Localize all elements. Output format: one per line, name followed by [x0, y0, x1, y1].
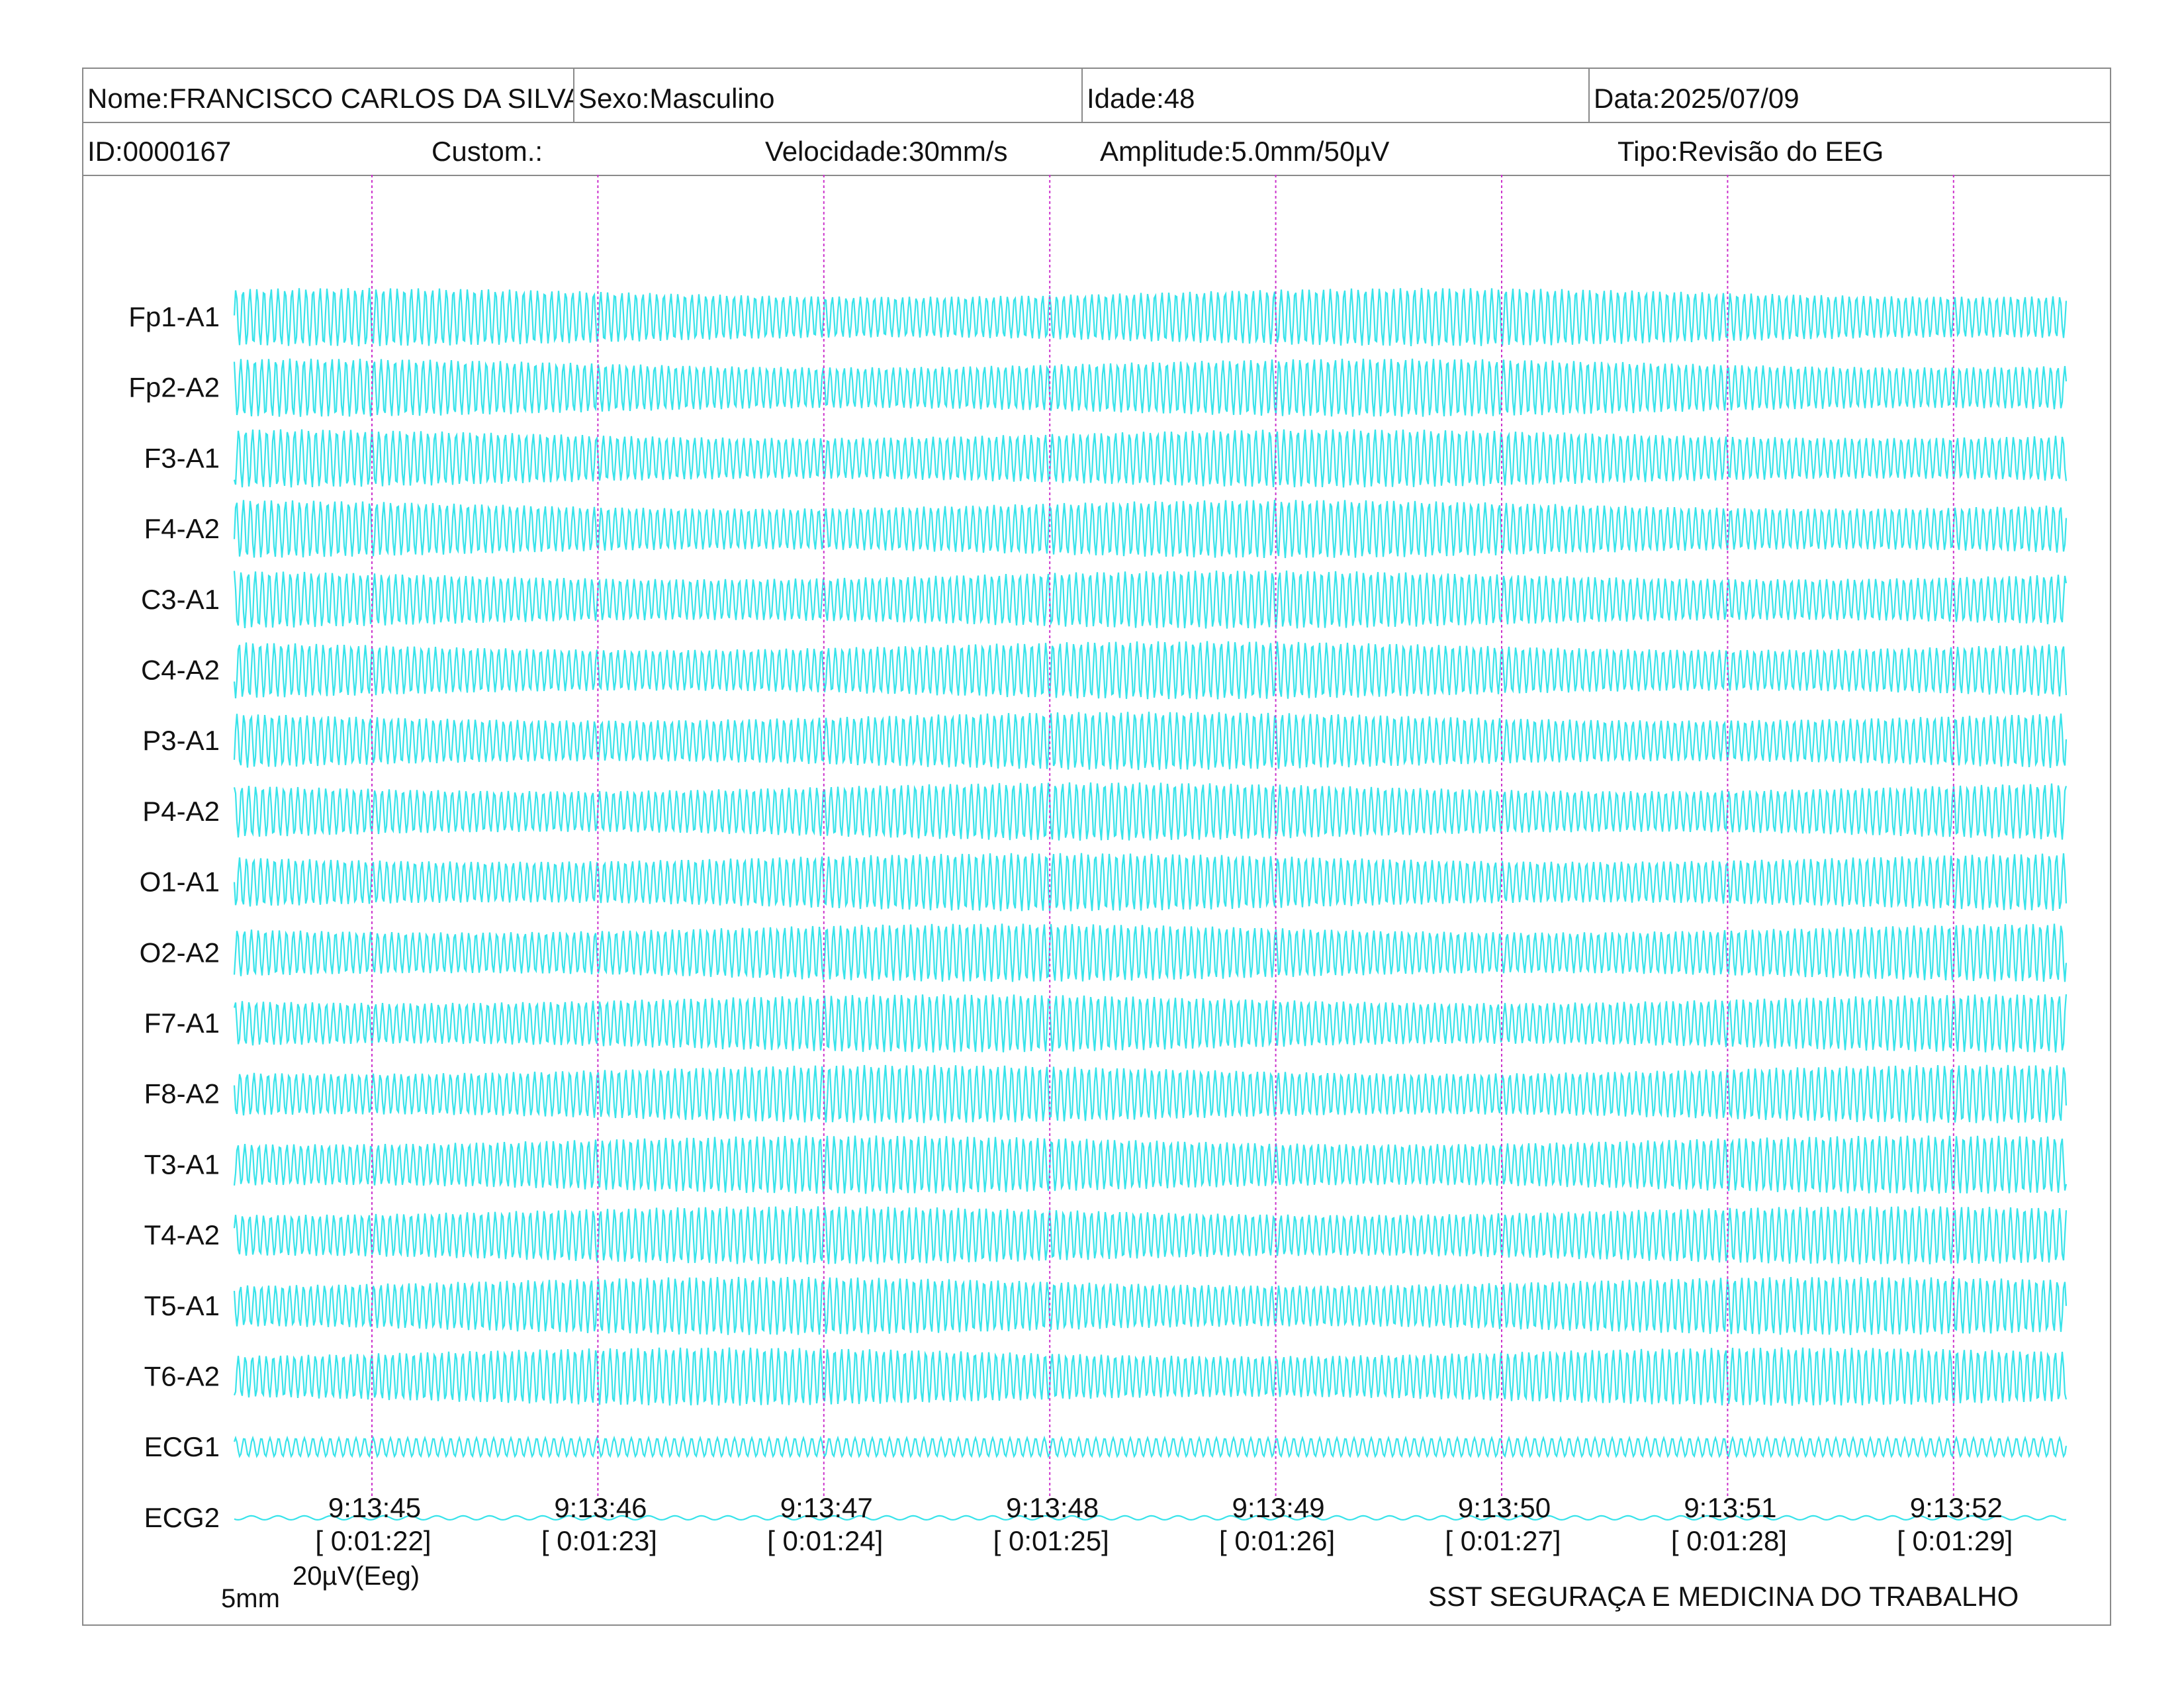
channel-label: C4-A2	[141, 655, 220, 686]
eeg-trace-area: Fp1-A1 Fp2-A2 F3-A1 F4-A2 C3-A1 C4-A2 P3-A1 P4-…	[128, 175, 2068, 1556]
time-mark-clock: 9:13:49	[1232, 1492, 1325, 1523]
time-mark-elapsed: [ 0:01:25]	[993, 1525, 1109, 1556]
channel-label: T5-A1	[144, 1290, 220, 1321]
trace-c3-a1	[233, 570, 2068, 629]
header-row-recording: ID:0000167 Custom.: Velocidade:30mm/s Am…	[83, 122, 2110, 176]
channel-label: ECG2	[144, 1502, 220, 1533]
trace-ecg2	[234, 1515, 2067, 1521]
channel-label: F3-A1	[144, 442, 220, 473]
header-row-patient: Nome:FRANCISCO CARLOS DA SILVA Sexo:Masc…	[83, 69, 2110, 123]
trace-ecg1	[233, 1435, 2068, 1458]
time-mark-elapsed: [ 0:01:27]	[1445, 1525, 1561, 1556]
channel-label: O1-A1	[140, 867, 220, 898]
amplitude-setting: Amplitude:5.0mm/50µV	[1100, 136, 1390, 167]
channel-label: Fp1-A1	[128, 301, 220, 332]
exam-date: Data:2025/07/09	[1588, 69, 2111, 122]
time-mark-elapsed: [ 0:01:23]	[541, 1525, 657, 1556]
channel-label: T3-A1	[144, 1149, 220, 1180]
trace-fp1-a1	[233, 287, 2068, 347]
channel-label: O2-A2	[140, 937, 220, 968]
channel-label: T4-A2	[144, 1219, 220, 1250]
amplitude-scale-label: 20µV(Eeg)	[293, 1562, 420, 1591]
trace-fp2-a2	[233, 358, 2068, 417]
patient-id: ID:0000167	[87, 136, 232, 167]
channel-label: T6-A2	[144, 1361, 220, 1392]
trace-o2-a2	[233, 923, 2068, 982]
exam-type: Tipo:Revisão do EEG	[1617, 136, 1884, 167]
patient-name: Nome:FRANCISCO CARLOS DA SILVA	[87, 83, 573, 114]
time-mark-clock: 9:13:51	[1684, 1492, 1776, 1523]
trace-c4-a2	[233, 641, 2068, 700]
time-mark-elapsed: [ 0:01:29]	[1897, 1525, 2013, 1556]
channel-label: F8-A2	[144, 1078, 220, 1109]
channel-label: F7-A1	[144, 1008, 220, 1039]
time-mark-elapsed: [ 0:01:24]	[767, 1525, 883, 1556]
channel-label: C3-A1	[141, 584, 220, 615]
trace-p4-a2	[233, 782, 2068, 841]
eeg-report-frame: Nome:FRANCISCO CARLOS DA SILVA Sexo:Masc…	[82, 68, 2111, 1626]
time-mark-clock: 9:13:45	[328, 1492, 421, 1523]
time-mark-elapsed: [ 0:01:28]	[1671, 1525, 1787, 1556]
time-scale-label: 5mm	[221, 1584, 280, 1613]
trace-f3-a1	[233, 429, 2068, 488]
time-mark-elapsed: [ 0:01:22]	[315, 1525, 431, 1556]
trace-t5-a1	[233, 1276, 2068, 1335]
channel-label: Fp2-A2	[128, 372, 220, 403]
time-mark-clock: 9:13:47	[780, 1492, 873, 1523]
trace-f7-a1	[233, 994, 2068, 1053]
time-mark-clock: 9:13:50	[1458, 1492, 1551, 1523]
trace-p3-a1	[233, 712, 2068, 771]
channel-label: ECG1	[144, 1431, 220, 1462]
patient-sex: Sexo:Masculino	[573, 69, 1081, 122]
channel-label: F4-A2	[144, 513, 220, 544]
channel-label: P4-A2	[142, 796, 220, 827]
custom-field: Custom.:	[432, 136, 543, 167]
time-mark-elapsed: [ 0:01:26]	[1219, 1525, 1335, 1556]
channel-label: P3-A1	[142, 725, 220, 756]
organization-name: SST SEGURAÇA E MEDICINA DO TRABALHO	[1428, 1581, 2019, 1612]
trace-t6-a2	[233, 1347, 2068, 1406]
paper-speed: Velocidade:30mm/s	[765, 136, 1008, 167]
trace-t4-a2	[233, 1206, 2068, 1265]
time-mark-clock: 9:13:46	[554, 1492, 647, 1523]
trace-o1-a1	[233, 853, 2068, 912]
trace-f4-a2	[233, 500, 2068, 559]
trace-t3-a1	[233, 1135, 2068, 1194]
trace-f8-a2	[233, 1064, 2068, 1123]
time-mark-clock: 9:13:52	[1910, 1492, 2003, 1523]
time-mark-clock: 9:13:48	[1006, 1492, 1099, 1523]
patient-age: Idade:48	[1081, 69, 1588, 122]
